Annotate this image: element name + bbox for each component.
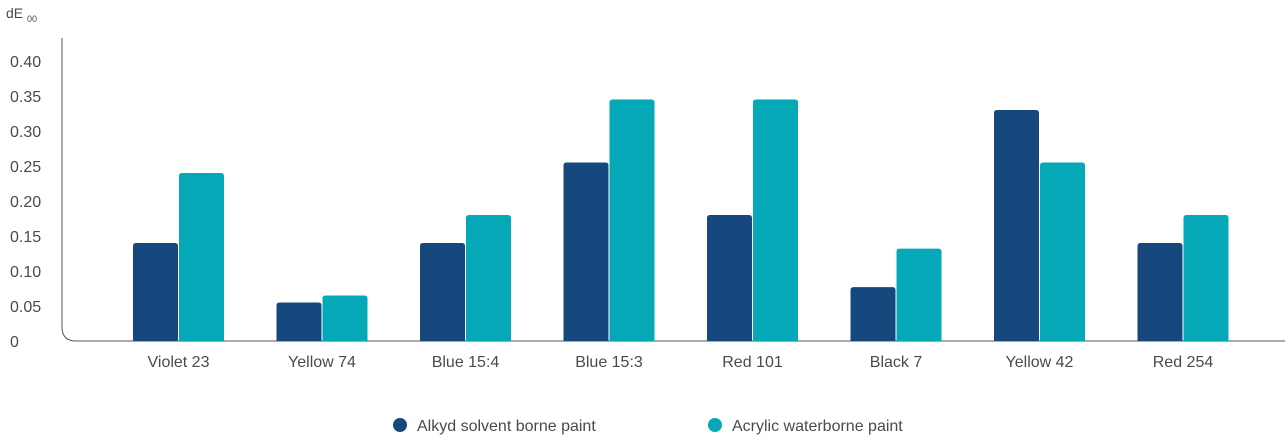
y-tick-label: 0.25 bbox=[10, 159, 41, 176]
legend-label: Acrylic waterborne paint bbox=[732, 418, 903, 435]
bars bbox=[133, 99, 1229, 341]
bar-acrylic-yellow-74 bbox=[322, 295, 368, 341]
bar-alkyd-violet-23 bbox=[133, 243, 178, 341]
bar-alkyd-blue-15-4 bbox=[420, 243, 465, 341]
legend-label: Alkyd solvent borne paint bbox=[417, 418, 596, 435]
y-tick-label: 0.20 bbox=[10, 194, 41, 211]
bar-alkyd-yellow-74 bbox=[276, 302, 322, 341]
bar-acrylic-blue-15-3 bbox=[609, 99, 655, 341]
y-axis-ticks: 0 0.05 0.10 0.15 0.20 0.25 0.30 0.35 0.40 bbox=[10, 54, 41, 351]
bar-alkyd-red-254 bbox=[1137, 243, 1183, 341]
x-tick-label: Blue 15:3 bbox=[575, 354, 643, 371]
bar-alkyd-black-7 bbox=[850, 287, 896, 341]
y-tick-label: 0.10 bbox=[10, 264, 41, 281]
bar-acrylic-blue-15-4 bbox=[466, 215, 511, 341]
y-axis-label-subscript: 00 bbox=[27, 14, 37, 24]
y-tick-label: 0 bbox=[10, 334, 19, 351]
bar-alkyd-yellow-42 bbox=[994, 110, 1039, 341]
x-tick-label: Blue 15:4 bbox=[432, 354, 500, 371]
legend-swatch bbox=[393, 418, 407, 432]
y-tick-label: 0.30 bbox=[10, 124, 41, 141]
x-tick-label: Yellow 74 bbox=[288, 354, 356, 371]
y-tick-label: 0.40 bbox=[10, 54, 41, 71]
y-axis-title: dE 00 bbox=[6, 5, 37, 24]
y-tick-label: 0.05 bbox=[10, 299, 41, 316]
bar-alkyd-red-101 bbox=[707, 215, 752, 341]
y-tick-label: 0.35 bbox=[10, 89, 41, 106]
x-tick-label: Black 7 bbox=[870, 354, 923, 371]
bar-acrylic-red-254 bbox=[1183, 215, 1229, 341]
legend-swatch bbox=[708, 418, 722, 432]
axis-lines bbox=[61, 38, 1285, 342]
bar-acrylic-yellow-42 bbox=[1040, 162, 1085, 341]
y-axis-label-main: dE bbox=[6, 5, 23, 21]
x-tick-label: Red 101 bbox=[722, 354, 783, 371]
bar-acrylic-violet-23 bbox=[179, 173, 224, 341]
y-tick-label: 0.15 bbox=[10, 229, 41, 246]
x-tick-label: Yellow 42 bbox=[1006, 354, 1074, 371]
bar-acrylic-black-7 bbox=[896, 248, 942, 341]
x-tick-label: Violet 23 bbox=[148, 354, 210, 371]
x-axis-ticks: Violet 23 Yellow 74 Blue 15:4 Blue 15:3 Red … bbox=[148, 354, 1214, 371]
bar-alkyd-blue-15-3 bbox=[563, 162, 609, 341]
x-tick-label: Red 254 bbox=[1153, 354, 1214, 371]
legend: Alkyd solvent borne paint Acrylic waterbo… bbox=[393, 418, 903, 435]
bar-acrylic-red-101 bbox=[753, 99, 798, 341]
